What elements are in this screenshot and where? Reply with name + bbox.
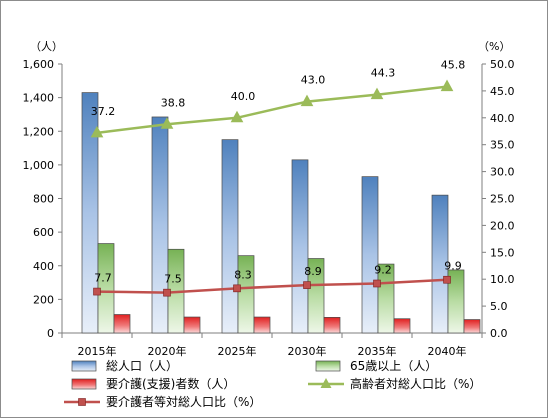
data-label: 44.3	[371, 67, 396, 80]
left-tick-label: 1,200	[23, 125, 55, 138]
legend-label: 要介護(支援)者数（人）	[106, 376, 235, 391]
right-tick-label: 25.0	[490, 193, 515, 206]
left-tick-label: 0	[47, 327, 54, 340]
bar	[431, 194, 449, 334]
line-point	[160, 117, 174, 129]
data-label: 8.3	[234, 268, 252, 281]
bar	[307, 258, 325, 334]
bar	[393, 318, 411, 334]
data-label: 7.5	[164, 273, 182, 286]
line-point	[373, 279, 381, 288]
x-tick-label: 2020年	[148, 344, 187, 358]
left-tick-label: 1,400	[23, 92, 55, 105]
left-tick-label: 800	[33, 193, 54, 206]
left-tick-label: 1,000	[23, 159, 55, 172]
right-tick-label: 40.0	[490, 112, 515, 125]
line-point	[440, 79, 454, 92]
bar	[113, 314, 131, 334]
data-label: 43.0	[301, 74, 326, 87]
data-label: 9.2	[374, 264, 392, 277]
x-tick-label: 2030年	[288, 344, 327, 358]
left-tick-label: 200	[33, 293, 54, 306]
left-tick-label: 1,600	[23, 58, 55, 71]
bar	[377, 263, 395, 334]
legend-marker	[78, 398, 86, 406]
right-tick-label: 50.0	[490, 58, 515, 71]
data-label: 7.7	[94, 272, 112, 285]
line-point	[233, 284, 241, 293]
bar	[237, 255, 255, 334]
x-tick-label: 2015年	[78, 344, 117, 358]
x-tick-label: 2040年	[428, 344, 467, 358]
right-tick-label: 5.0	[490, 300, 508, 313]
right-tick-label: 15.0	[490, 246, 515, 259]
bar	[151, 116, 169, 334]
line-point	[230, 110, 244, 123]
bar	[463, 319, 481, 334]
line-point	[443, 275, 451, 284]
left-tick-label: 600	[33, 226, 54, 239]
right-tick-label: 20.0	[490, 219, 515, 232]
legend-label: 高齢者対総人口比（%）	[350, 376, 481, 391]
bars-layer	[81, 92, 481, 334]
x-tick-label: 2035年	[358, 344, 397, 358]
right-axis-unit: （%）	[478, 40, 510, 53]
right-tick-label: 35.0	[490, 139, 515, 152]
data-label: 45.8	[441, 59, 466, 72]
line-point	[90, 125, 104, 138]
bar	[81, 92, 99, 334]
bar	[291, 159, 309, 334]
x-tick-label: 2025年	[218, 344, 257, 358]
series-line	[96, 85, 448, 135]
data-label: 40.0	[231, 90, 256, 103]
line-point	[93, 287, 101, 296]
bar	[221, 139, 239, 334]
lines-layer: 37.2 38.8 40.0 43.0 44.3 45.8 7.7 7.5 8.3 8.9 9.2 9…	[90, 59, 466, 297]
right-tick-label: 45.0	[490, 85, 515, 98]
legend: 総人口（人） 65歳以上（人） 要介護(支援)者数（人） 高齢者対総人口比（%） 要介護…	[64, 359, 481, 409]
line-point	[163, 288, 171, 297]
legend-label: 総人口（人）	[106, 359, 178, 373]
line-point	[370, 87, 384, 100]
legend-swatch	[71, 378, 97, 390]
legend-marker	[320, 378, 332, 388]
bar	[447, 269, 465, 334]
axes-layer: 0 200 400 600 800 1,000 1,200 1,400 1,600 （人） 0.0 5…	[23, 40, 515, 358]
series-line	[96, 278, 448, 294]
left-axis-unit: （人）	[30, 40, 63, 53]
line-point	[303, 281, 311, 289]
bar	[323, 317, 341, 334]
legend-label: 65歳以上（人）	[350, 359, 437, 373]
data-label: 37.2	[91, 105, 116, 118]
bar	[361, 176, 379, 334]
bar	[253, 316, 271, 334]
legend-swatch	[315, 360, 341, 372]
line-point	[300, 94, 314, 107]
data-label: 38.8	[161, 96, 186, 109]
bar	[183, 316, 201, 334]
legend-label: 要介護者等対総人口比（%）	[106, 394, 261, 409]
data-label: 8.9	[304, 265, 322, 278]
right-tick-label: 30.0	[490, 166, 515, 179]
right-tick-label: 0.0	[490, 327, 508, 340]
data-label: 9.9	[444, 260, 462, 273]
legend-swatch	[71, 360, 97, 372]
left-tick-label: 400	[33, 260, 54, 273]
right-tick-label: 10.0	[490, 273, 515, 286]
